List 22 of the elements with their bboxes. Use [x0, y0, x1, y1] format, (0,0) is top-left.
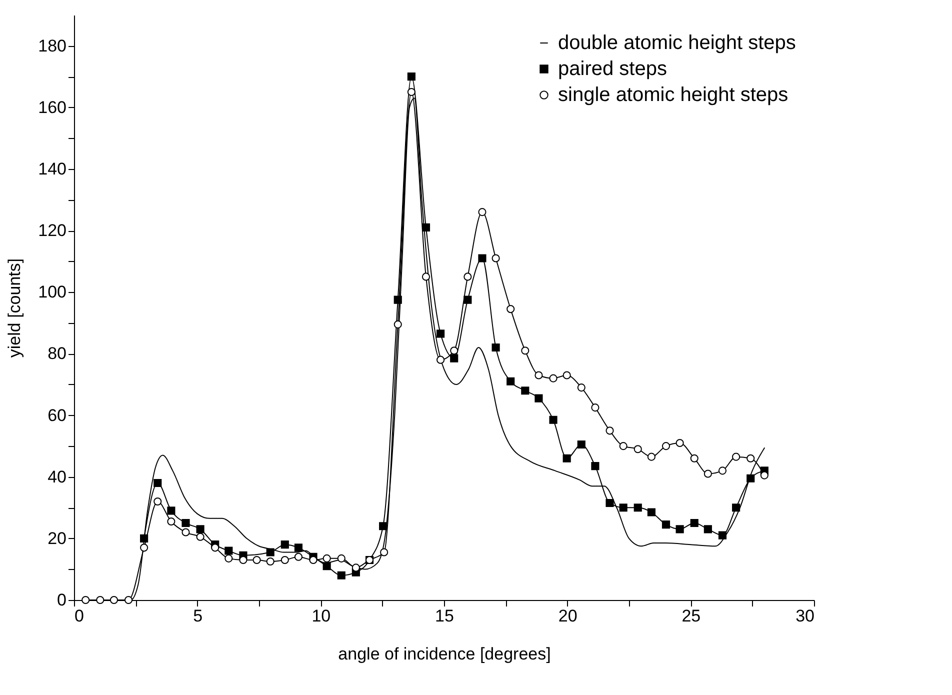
x-axis-title: angle of incidence [degrees] [338, 644, 551, 664]
y-tick-label: 140 [38, 159, 66, 178]
y-tick-label: 160 [38, 98, 66, 117]
y-tick-label: 0 [57, 590, 66, 610]
y-tick-label: 180 [38, 36, 66, 56]
y-tick-label: 60 [48, 406, 66, 425]
y-tick-label: 120 [38, 221, 66, 240]
legend-label: paired steps [558, 58, 667, 80]
legend-label: double atomic height steps [558, 32, 796, 54]
x-tick-label: 15 [435, 606, 454, 626]
x-tick-label: 30 [796, 606, 814, 626]
x-tick-label: 5 [193, 606, 203, 626]
legend-label: single atomic height steps [558, 84, 788, 106]
x-tick-label: 0 [74, 606, 84, 626]
x-tick-label: 25 [682, 606, 701, 626]
y-tick-label: 80 [48, 344, 66, 364]
x-tick-label: 20 [558, 606, 578, 626]
x-tick-label: 10 [312, 606, 331, 626]
y-tick-label: 100 [38, 282, 66, 302]
y-axis-title: yield [counts] [5, 258, 24, 358]
y-tick-label: 20 [48, 528, 66, 548]
y-tick-label: 40 [48, 467, 66, 486]
